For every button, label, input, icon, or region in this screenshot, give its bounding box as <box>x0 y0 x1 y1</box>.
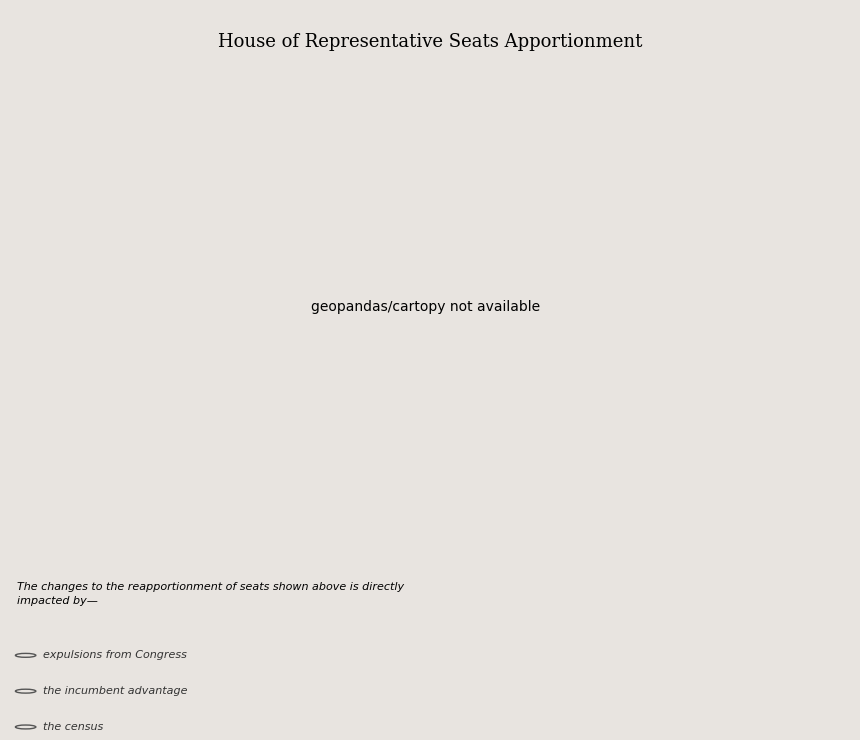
Text: The changes to the reapportionment of seats shown above is directly
impacted by—: The changes to the reapportionment of se… <box>17 582 404 606</box>
Text: geopandas/cartopy not available: geopandas/cartopy not available <box>311 300 540 314</box>
Text: the census: the census <box>43 722 103 732</box>
Text: the incumbent advantage: the incumbent advantage <box>43 686 187 696</box>
Text: expulsions from Congress: expulsions from Congress <box>43 650 187 660</box>
Text: House of Representative Seats Apportionment: House of Representative Seats Apportionm… <box>218 33 642 51</box>
